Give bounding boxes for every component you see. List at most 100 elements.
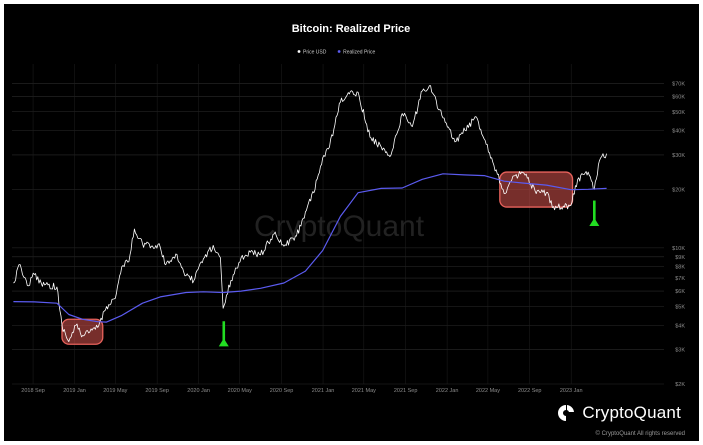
series-line bbox=[13, 85, 607, 343]
data-point bbox=[68, 314, 69, 315]
copyright-notice: © CryptoQuant All rights reserved bbox=[595, 431, 685, 437]
data-point bbox=[422, 179, 423, 180]
x-tick-label: 2019 Jan bbox=[63, 388, 86, 394]
data-point bbox=[13, 301, 14, 302]
data-point bbox=[82, 335, 83, 336]
data-point bbox=[213, 245, 214, 246]
green-up-arrow bbox=[218, 321, 229, 347]
data-point bbox=[106, 321, 107, 322]
data-point bbox=[61, 325, 62, 326]
data-point bbox=[68, 341, 69, 342]
data-point bbox=[97, 321, 98, 322]
data-point bbox=[340, 102, 341, 103]
data-point bbox=[220, 257, 221, 258]
series-price-usd bbox=[13, 85, 607, 343]
legend-label: Realized Price bbox=[343, 50, 375, 56]
data-point bbox=[151, 246, 152, 247]
data-point bbox=[13, 282, 14, 283]
data-point bbox=[402, 113, 403, 114]
data-point bbox=[546, 185, 547, 186]
data-point bbox=[313, 192, 314, 193]
data-point bbox=[260, 254, 261, 255]
data-point bbox=[523, 173, 524, 174]
y-tick-label: $30K bbox=[672, 153, 685, 159]
data-point bbox=[357, 192, 358, 193]
data-point bbox=[41, 282, 42, 283]
data-point bbox=[454, 141, 455, 142]
data-point bbox=[357, 92, 358, 93]
x-tick-label: 2021 Jan bbox=[312, 388, 335, 394]
series-realized-price bbox=[13, 173, 607, 323]
data-point bbox=[203, 291, 204, 292]
data-point bbox=[402, 187, 403, 188]
data-point bbox=[160, 296, 161, 297]
data-point bbox=[464, 174, 465, 175]
grid-lines: $2K $3K $4K $5K $6K $7K $8K $9K $10K $20K $30K $40K… bbox=[12, 64, 685, 394]
data-point bbox=[504, 181, 505, 182]
data-point bbox=[570, 189, 571, 190]
y-tick-label: $70K bbox=[672, 81, 685, 87]
data-point bbox=[347, 94, 348, 95]
y-tick-label: $2K bbox=[675, 382, 685, 388]
data-point bbox=[121, 266, 122, 267]
data-point bbox=[442, 173, 443, 174]
data-point bbox=[89, 331, 90, 332]
data-point bbox=[283, 246, 284, 247]
data-point bbox=[185, 275, 186, 276]
data-point bbox=[588, 189, 589, 190]
cryptoquant-logo-icon bbox=[556, 403, 576, 423]
data-point bbox=[75, 325, 76, 326]
x-tick-label: 2022 Sep bbox=[518, 388, 542, 394]
data-point bbox=[305, 211, 306, 212]
data-point bbox=[588, 171, 589, 172]
data-point bbox=[185, 292, 186, 293]
data-point bbox=[34, 301, 35, 302]
data-point bbox=[422, 90, 423, 91]
data-point bbox=[203, 258, 204, 259]
realized-price-chart: $2K $3K $4K $5K $6K $7K $8K $9K $10K $20K $30K $40K… bbox=[12, 23, 685, 394]
data-point bbox=[97, 327, 98, 328]
data-point bbox=[223, 292, 224, 293]
x-tick-label: 2021 Sep bbox=[394, 388, 418, 394]
data-point bbox=[340, 216, 341, 217]
data-point bbox=[230, 280, 231, 281]
series-line bbox=[13, 173, 607, 323]
data-point bbox=[106, 306, 107, 307]
data-point bbox=[381, 188, 382, 189]
y-tick-label: $7K bbox=[675, 276, 685, 282]
data-point bbox=[523, 183, 524, 184]
data-point bbox=[128, 261, 129, 262]
data-point bbox=[160, 246, 161, 247]
watermark: CryptoQuant bbox=[254, 210, 425, 243]
data-point bbox=[34, 274, 35, 275]
data-point bbox=[175, 253, 176, 254]
x-tick-label: 2023 Jan bbox=[560, 388, 583, 394]
x-tick-label: 2019 May bbox=[103, 388, 127, 394]
x-tick-label: 2022 May bbox=[476, 388, 500, 394]
data-point bbox=[142, 303, 143, 304]
x-tick-label: 2020 May bbox=[228, 388, 252, 394]
y-tick-label: $4K bbox=[675, 323, 685, 329]
data-point bbox=[381, 146, 382, 147]
data-point bbox=[56, 286, 57, 287]
x-tick-label: 2020 Sep bbox=[270, 388, 294, 394]
data-point bbox=[476, 116, 477, 117]
y-tick-label: $9K bbox=[675, 255, 685, 261]
chart-legend: Price USD Realized Price bbox=[297, 50, 376, 56]
data-point bbox=[223, 308, 224, 309]
data-point bbox=[296, 235, 297, 236]
x-tick-label: 2018 Sep bbox=[21, 388, 45, 394]
data-point bbox=[442, 117, 443, 118]
data-point bbox=[322, 250, 323, 251]
data-point bbox=[165, 264, 166, 265]
data-point bbox=[536, 193, 537, 194]
y-tick-label: $5K bbox=[675, 305, 685, 311]
data-point bbox=[369, 137, 370, 138]
data-point bbox=[47, 284, 48, 285]
brand-logo-text: CryptoQuant bbox=[582, 403, 681, 422]
data-point bbox=[193, 280, 194, 281]
y-tick-label: $6K bbox=[675, 289, 685, 295]
y-tick-label: $40K bbox=[672, 129, 685, 135]
data-point bbox=[553, 206, 554, 207]
